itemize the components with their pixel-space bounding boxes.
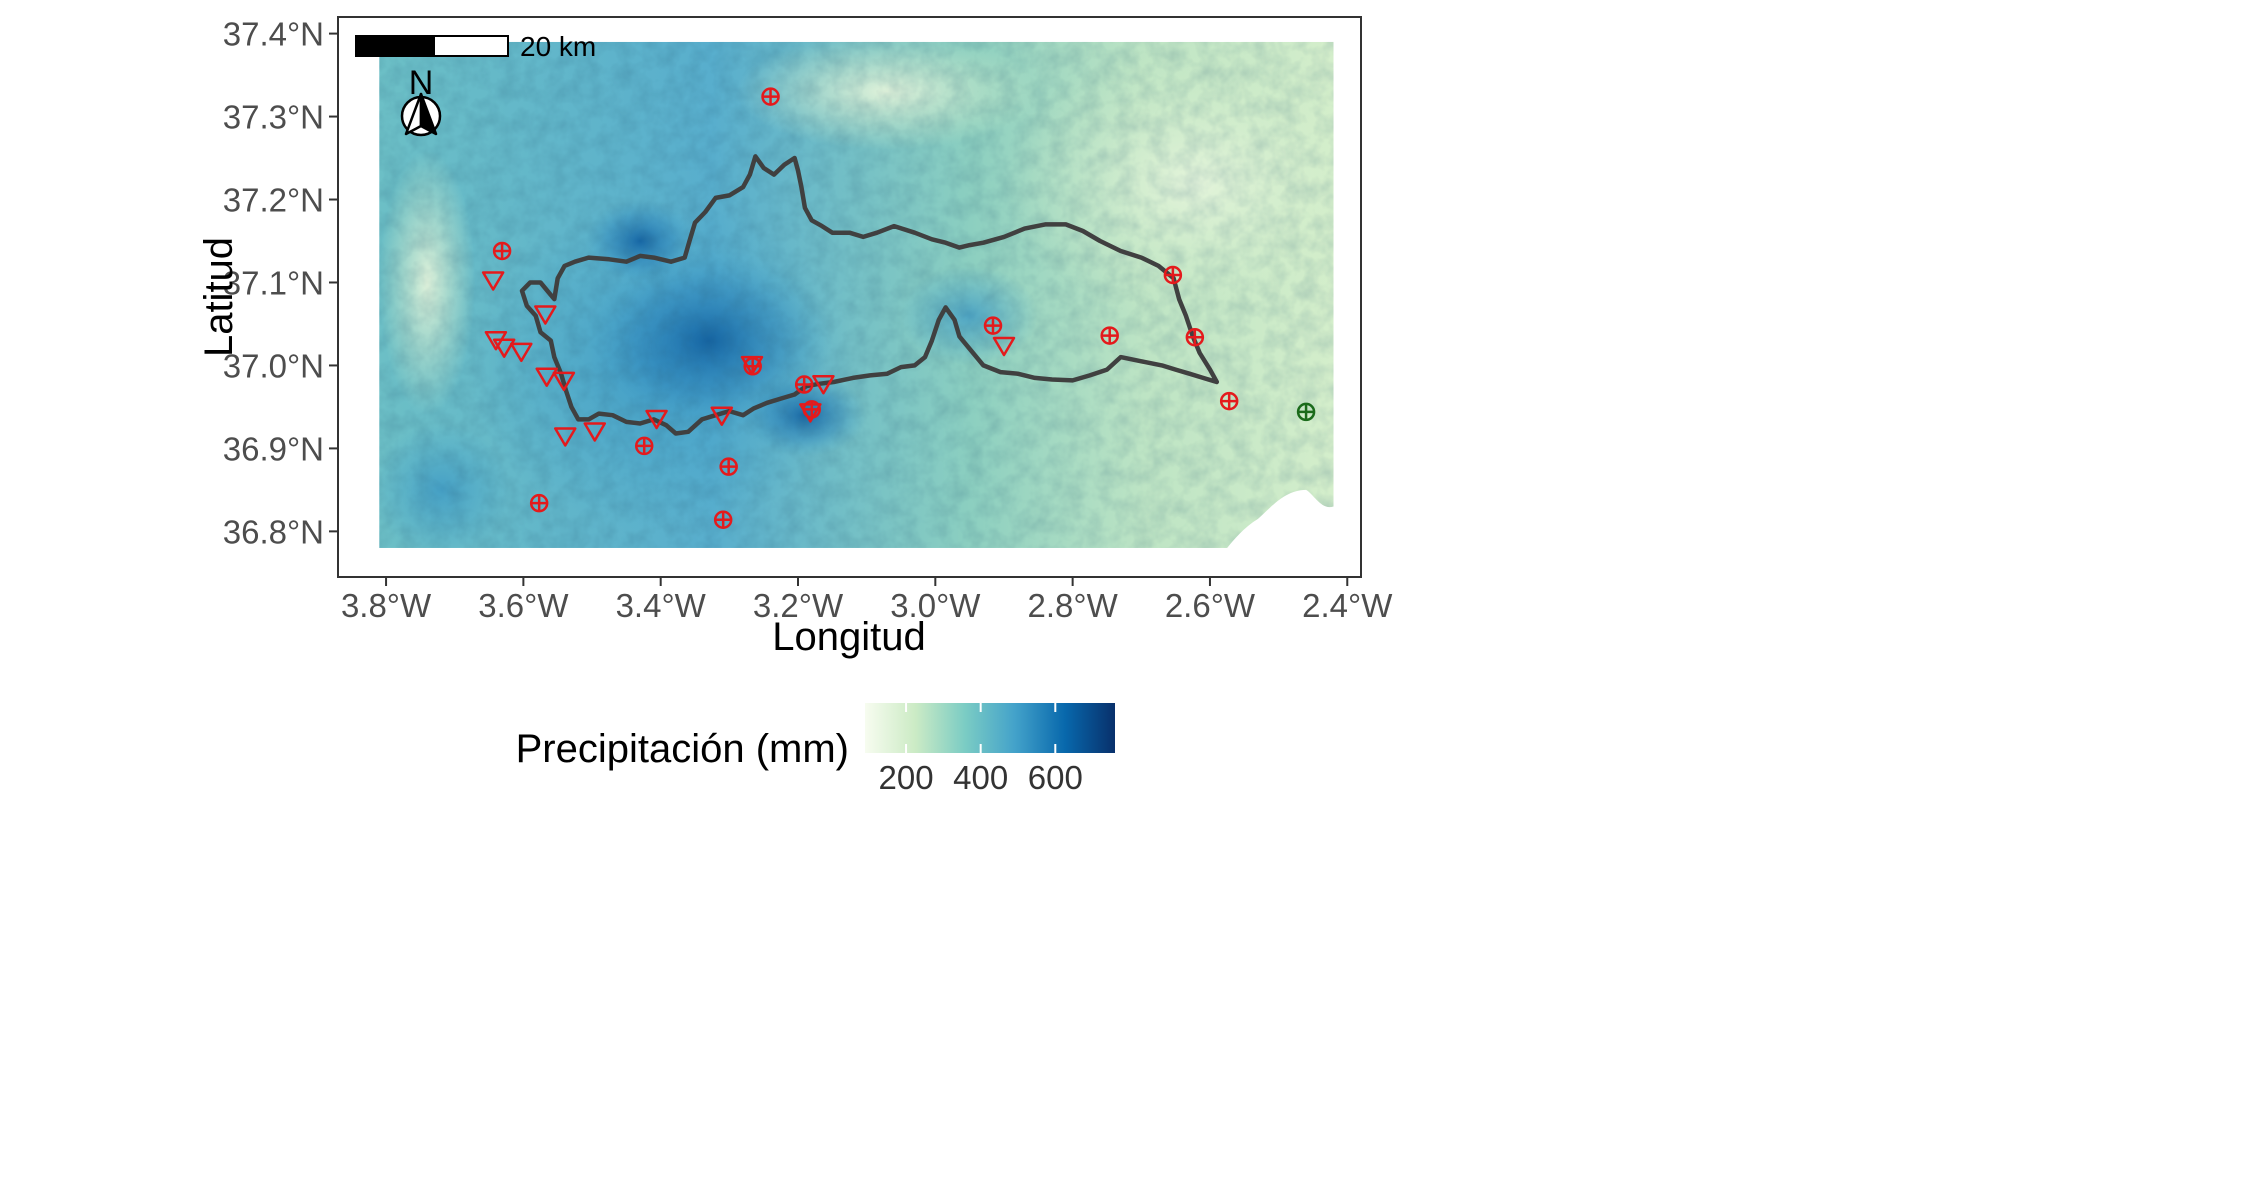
x-tick-label: 3.2°W bbox=[753, 587, 844, 624]
y-tick-label: 36.8°N bbox=[223, 513, 324, 550]
station-circle-icon bbox=[1219, 391, 1239, 411]
station-triangle-icon bbox=[535, 367, 558, 387]
station-triangle-icon bbox=[554, 427, 577, 447]
legend-title: Precipitación (mm) bbox=[516, 727, 849, 771]
legend-tick-label: 400 bbox=[953, 759, 1008, 796]
station-triangle-icon bbox=[510, 342, 533, 363]
station-circle-icon bbox=[719, 457, 738, 476]
station-triangle-icon bbox=[812, 374, 835, 395]
y-tick-label: 37.0°N bbox=[223, 347, 324, 384]
scale-bar-black-segment bbox=[355, 35, 435, 57]
x-axis: 3.8°W 3.6°W 3.4°W 3.2°W 3.0°W 2.8°W 2.6°W 2.4°W bbox=[341, 577, 1393, 624]
y-axis-title: Latitud bbox=[197, 237, 241, 357]
x-tick-label: 2.6°W bbox=[1165, 587, 1256, 624]
station-circle-icon bbox=[743, 357, 762, 376]
station-circle-icon bbox=[713, 510, 733, 530]
station-triangle-icon bbox=[552, 371, 576, 392]
scale-bar-label: 20 km bbox=[520, 31, 596, 62]
legend-ticks: 200 400 600 bbox=[879, 703, 1083, 796]
scale-bar: 20 km bbox=[355, 31, 596, 62]
station-layer bbox=[481, 87, 1316, 530]
station-circle-icon bbox=[794, 375, 814, 394]
scale-bar-white-segment bbox=[433, 35, 509, 57]
north-arrow-icon: N bbox=[400, 64, 442, 137]
station-triangle-icon bbox=[645, 409, 668, 430]
station-circle-icon bbox=[1163, 265, 1183, 285]
x-tick-label: 2.4°W bbox=[1302, 587, 1393, 624]
x-tick-label: 3.8°W bbox=[341, 587, 432, 624]
y-tick-label: 37.4°N bbox=[223, 16, 324, 53]
station-circle-icon bbox=[802, 400, 821, 419]
precipitation-raster bbox=[379, 41, 1334, 548]
legend-tick-label: 200 bbox=[879, 759, 934, 796]
station-triangle-icon bbox=[492, 338, 516, 358]
x-tick-label: 3.0°W bbox=[890, 587, 981, 624]
station-circle-icon bbox=[634, 436, 654, 456]
x-tick-label: 3.6°W bbox=[478, 587, 569, 624]
x-axis-title: Longitud bbox=[772, 615, 925, 659]
station-circle-icon bbox=[1296, 402, 1316, 422]
y-tick-label: 37.3°N bbox=[223, 99, 324, 136]
y-tick-label: 36.9°N bbox=[223, 430, 324, 467]
station-triangle-icon bbox=[710, 406, 734, 426]
station-circle-icon bbox=[1185, 327, 1205, 347]
station-triangle-icon bbox=[583, 422, 607, 442]
y-axis: 37.4°N 37.3°N 37.2°N 37.1°N 37.0°N 36.9°N 36.8… bbox=[223, 16, 338, 550]
station-triangle-icon bbox=[992, 336, 1016, 357]
legend-colorbar bbox=[865, 703, 1115, 753]
station-circle-icon bbox=[529, 493, 549, 513]
station-circle-icon bbox=[761, 87, 780, 106]
station-triangle-icon bbox=[534, 305, 557, 325]
precipitation-legend: Precipitación (mm) 200 400 600 bbox=[516, 703, 1115, 796]
station-circle-icon bbox=[1100, 326, 1119, 345]
legend-tick-label: 600 bbox=[1028, 759, 1083, 796]
y-tick-label: 37.2°N bbox=[223, 182, 324, 219]
x-tick-label: 3.4°W bbox=[616, 587, 707, 624]
station-circle-icon bbox=[983, 316, 1003, 335]
station-triangle-icon bbox=[481, 271, 505, 291]
station-circle-icon bbox=[492, 241, 512, 261]
y-tick-label: 37.1°N bbox=[223, 264, 324, 301]
x-tick-label: 2.8°W bbox=[1028, 587, 1119, 624]
